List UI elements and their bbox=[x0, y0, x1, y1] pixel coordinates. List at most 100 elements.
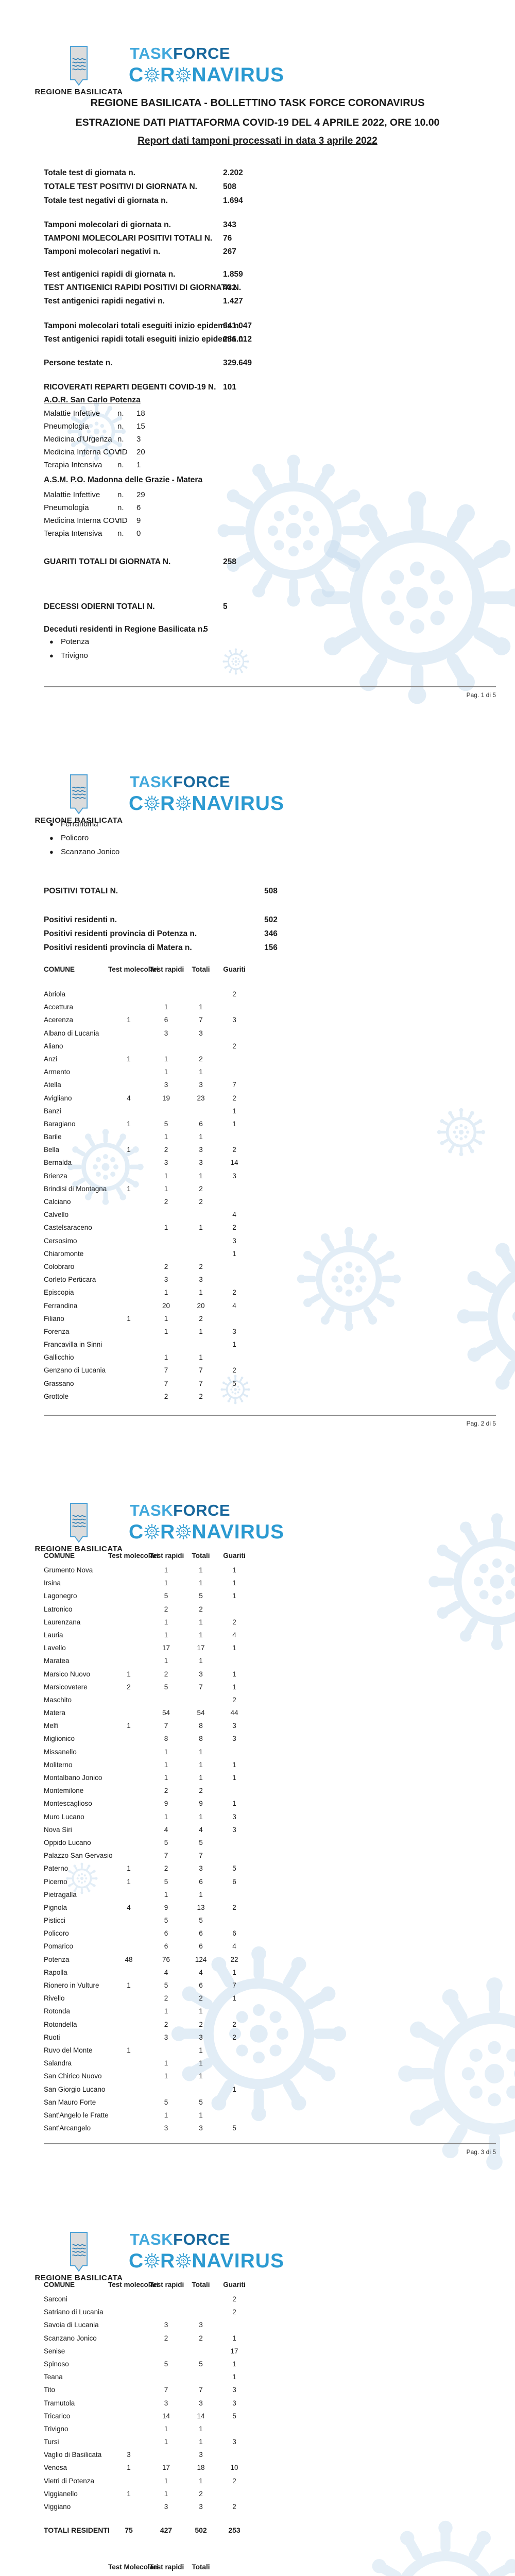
regione-basilicata-label: REGIONE BASILICATA bbox=[35, 816, 123, 825]
virus-o-icon bbox=[175, 66, 192, 83]
comune-rap bbox=[149, 2370, 183, 2383]
comune-row: Irsina 1 1 1 bbox=[44, 1577, 250, 1589]
comune-rap: 2 bbox=[164, 1605, 168, 1613]
comune-rap: 1 bbox=[164, 2111, 168, 2119]
comune-name: Vietri di Potenza bbox=[44, 2477, 95, 2485]
comune-row: Tramutola 3 3 3 bbox=[44, 2397, 250, 2410]
comune-tot: 1 bbox=[199, 1289, 203, 1297]
comune-tot: 1 bbox=[199, 2425, 203, 2433]
comune-row: Scanzano Jonico 2 2 1 bbox=[44, 2332, 250, 2345]
comune-rap: 1 bbox=[164, 1133, 168, 1141]
ward-n: n. bbox=[117, 516, 124, 525]
comune-row: Senise 17 bbox=[44, 2345, 250, 2358]
stat-label: Tamponi molecolari negativi n. bbox=[44, 247, 161, 256]
comune-gua: 14 bbox=[230, 1159, 238, 1167]
stat-value: 329.649 bbox=[223, 359, 252, 367]
comune-mol bbox=[108, 1351, 149, 1364]
comune-name: Acerenza bbox=[44, 1016, 74, 1024]
comune-mol: 4 bbox=[127, 1903, 131, 1911]
comune-rap: 4 bbox=[164, 1825, 168, 1834]
comune-row: Tursi 1 1 3 bbox=[44, 2435, 250, 2448]
column-header: Totali bbox=[192, 2281, 210, 2289]
comune-rap: 2 bbox=[164, 1262, 168, 1270]
stat-value: 641.047 bbox=[223, 321, 252, 330]
comune-mol bbox=[108, 1823, 149, 1836]
comune-row: Lauria 1 1 4 bbox=[44, 1629, 250, 1641]
comune-row: Cersosimo 3 bbox=[44, 1234, 250, 1247]
comune-mol bbox=[108, 1564, 149, 1577]
comune-rap: 1 bbox=[164, 1631, 168, 1639]
regione-basilicata-label: REGIONE BASILICATA bbox=[35, 1545, 123, 1553]
task-logo-text: TASK bbox=[130, 773, 174, 791]
comune-gua: 1 bbox=[232, 1579, 236, 1587]
comune-mol bbox=[108, 1577, 149, 1589]
comune-rap: 1 bbox=[164, 1184, 168, 1193]
comune-gua bbox=[219, 1351, 250, 1364]
comune-name: Pisticci bbox=[44, 1917, 66, 1925]
comune-tot bbox=[183, 1234, 219, 1247]
comune-rap: 5 bbox=[164, 1917, 168, 1925]
comune-mol: 1 bbox=[127, 1865, 131, 1873]
comune-row: Marsico Nuovo 1 2 3 1 bbox=[44, 1668, 250, 1681]
comune-tot: 3 bbox=[199, 2451, 203, 2459]
comune-name: Viggianello bbox=[44, 2489, 78, 2498]
comune-rap bbox=[149, 1338, 183, 1351]
comune-row: Pisticci 5 5 bbox=[44, 1914, 250, 1927]
comune-mol bbox=[108, 2332, 149, 2345]
comune-mol bbox=[108, 1299, 149, 1312]
comune-tot bbox=[183, 2370, 219, 2383]
comune-gua: 5 bbox=[232, 2124, 236, 2132]
comune-name: Lagonegro bbox=[44, 1592, 77, 1600]
bullet-icon: ● bbox=[49, 638, 54, 646]
comune-tot: 5 bbox=[199, 2360, 203, 2368]
comune-name: Montescaglioso bbox=[44, 1800, 92, 1808]
comune-mol: 1 bbox=[127, 2464, 131, 2472]
stat-value: 343 bbox=[223, 221, 236, 229]
comune-tot: 3 bbox=[199, 2033, 203, 2041]
report-subtitle: Report dati tamponi processati in data 3… bbox=[138, 135, 377, 146]
column-header: Totali bbox=[192, 2563, 210, 2571]
page-number: Pag. 2 di 5 bbox=[466, 1420, 496, 1427]
comune-mol bbox=[108, 1603, 149, 1616]
comune-row: Chiaromonte 1 bbox=[44, 1247, 250, 1260]
comune-name: Rotonda bbox=[44, 2007, 71, 2015]
comune-gua: 1 bbox=[232, 2085, 236, 2093]
comune-tot bbox=[183, 1208, 219, 1221]
stat-label: Tamponi molecolari totali eseguiti inizi… bbox=[44, 321, 241, 330]
comune-rap: 1 bbox=[164, 1760, 168, 1769]
coronavirus-logo: C R NAVIRUS bbox=[129, 1521, 284, 1544]
comune-rap: 1 bbox=[164, 2425, 168, 2433]
comune-tot: 2 bbox=[199, 1787, 203, 1795]
column-header: Test rapidi bbox=[149, 965, 184, 973]
corona-letter: C bbox=[129, 1521, 144, 1543]
total-gua: 253 bbox=[228, 2526, 241, 2534]
molecular-tests-stats: Tamponi molecolari di giornata n. 343 TAMP… bbox=[0, 218, 515, 259]
comune-name: Aliano bbox=[44, 1042, 63, 1050]
comune-tot bbox=[183, 1247, 219, 1260]
comune-name: San Giorgio Lucano bbox=[44, 2085, 106, 2093]
comune-name: Ferrandina bbox=[44, 1301, 78, 1310]
comune-name: Trivigno bbox=[44, 2425, 68, 2433]
stat-row: Test antigenici rapidi negativi n. 1.427 bbox=[0, 295, 515, 308]
comune-rap: 9 bbox=[164, 1903, 168, 1911]
stat-row: Deceduti residenti in Regione Basilicata… bbox=[0, 623, 515, 636]
comune-row: Grumento Nova 1 1 1 bbox=[44, 1564, 250, 1577]
comune-mol bbox=[108, 1992, 149, 2005]
comune-name: Moliterno bbox=[44, 1760, 73, 1769]
comune-rap bbox=[149, 1247, 183, 1260]
comune-gua: 3 bbox=[232, 1172, 236, 1180]
page-footer-rule bbox=[44, 1415, 496, 1416]
page-2: REGIONE BASILICATA TASKFORCE C R NAVIRUS ●… bbox=[0, 728, 515, 1457]
comune-row: Venosa 1 17 18 10 bbox=[44, 2461, 250, 2474]
comune-gua bbox=[219, 1888, 250, 1901]
comune-row: Maschito 2 bbox=[44, 1693, 250, 1706]
daily-tests-stats: Totale test di giornata n. 2.202 TOTALE TE… bbox=[0, 166, 515, 208]
comune-mol bbox=[108, 2031, 149, 2044]
comune-row: Avigliano 4 19 23 2 bbox=[44, 1092, 250, 1105]
stat-row: DECESSI ODIERNI TOTALI N. 5 bbox=[0, 600, 515, 614]
comune-name: Viggiano bbox=[44, 2503, 71, 2511]
comune-rap: 8 bbox=[164, 1735, 168, 1743]
comune-row: San Mauro Forte 5 5 bbox=[44, 2096, 250, 2109]
comune-name: Grottole bbox=[44, 1392, 69, 1400]
